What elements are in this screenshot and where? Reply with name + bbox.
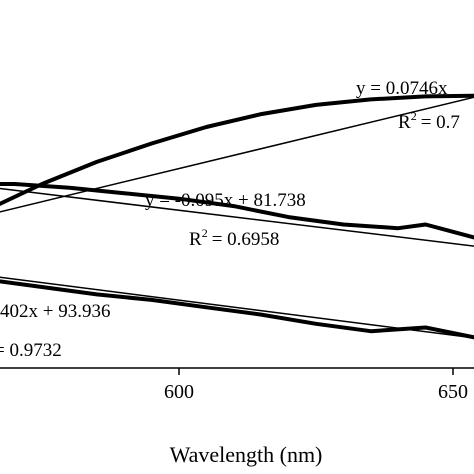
series-1-r2-prefix: R — [398, 112, 411, 133]
series-3-equation: 402x + 93.936 — [0, 301, 110, 322]
series-2-r2-sup: 2 — [202, 226, 208, 240]
series-2-r2-value: = 0.6958 — [212, 229, 280, 250]
series-1-r2: R2 = 0.7 — [398, 109, 460, 133]
series-2-equation: y = -0.095x + 81.738 — [145, 190, 306, 211]
x-axis-label: Wavelength (nm) — [170, 442, 323, 467]
series-3-fit-line — [0, 276, 474, 339]
series-1-fit-line — [0, 96, 474, 213]
series-1-r2-value: = 0.7 — [421, 112, 460, 133]
series-2-r2: R2 = 0.6958 — [189, 226, 279, 250]
series-3-r2: = 0.9732 — [0, 340, 62, 361]
series-2-group — [0, 182, 474, 247]
series-1-equation: y = 0.0746x — [356, 78, 448, 99]
series-3-group — [0, 276, 474, 340]
series-3-curve — [0, 279, 474, 340]
series-2-fit-line — [0, 187, 474, 247]
series-1-group — [0, 93, 474, 213]
series-2-r2-prefix: R — [189, 229, 202, 250]
x-tick-label-600: 600 — [164, 381, 194, 403]
series-2-curve — [0, 182, 474, 240]
series-1-curve — [0, 93, 474, 206]
series-1-r2-sup: 2 — [411, 109, 417, 123]
x-tick-label-650: 650 — [438, 381, 468, 403]
